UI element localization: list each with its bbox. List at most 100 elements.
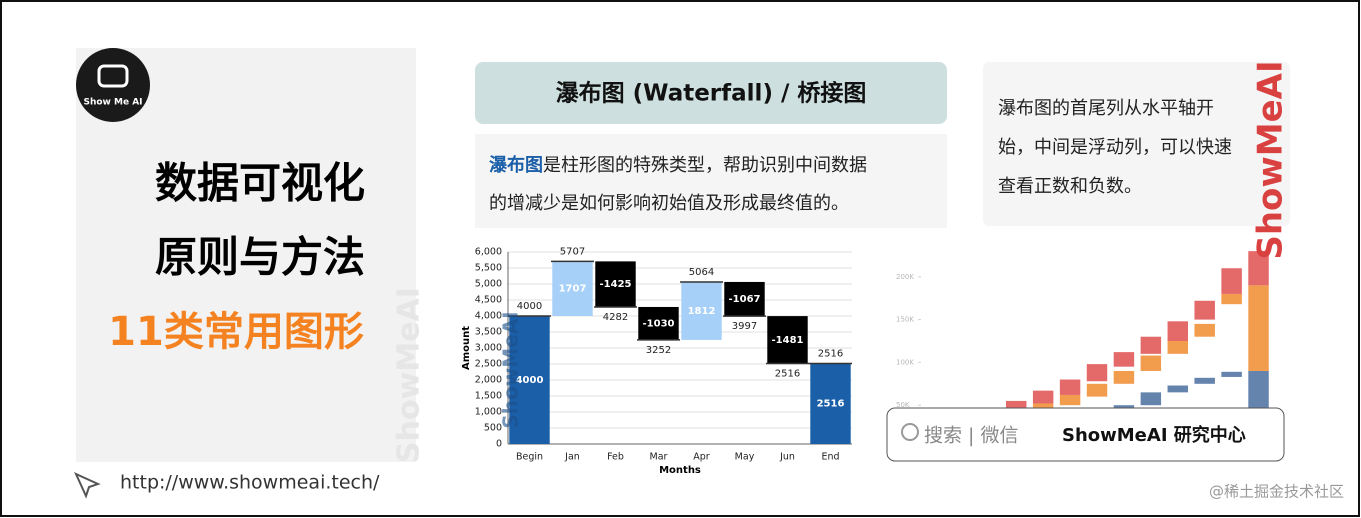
cursor-icon bbox=[73, 471, 101, 499]
y-tick-label: 1,500 bbox=[475, 391, 502, 402]
logo-text: Show Me AI bbox=[83, 98, 142, 108]
value-label: 1707 bbox=[559, 284, 587, 295]
description-line: 的增减少是如何影响初始值及形成最终值的。 bbox=[489, 193, 849, 214]
bar bbox=[1194, 323, 1215, 337]
note-line: 查看正数和负数。 bbox=[998, 176, 1142, 197]
description-box bbox=[475, 134, 947, 228]
value-label: -1030 bbox=[643, 318, 675, 329]
y-tick-label: 2,500 bbox=[475, 359, 502, 370]
y-tick-label: 5,500 bbox=[475, 263, 502, 274]
value-label: -1067 bbox=[729, 294, 761, 305]
y-tick-label: 2,000 bbox=[475, 375, 502, 386]
bar bbox=[724, 281, 765, 317]
x-tick-label: Begin bbox=[516, 452, 543, 463]
total-label: 5707 bbox=[560, 246, 585, 257]
bar bbox=[1059, 394, 1081, 406]
bar bbox=[810, 363, 851, 444]
bar bbox=[1032, 390, 1054, 404]
y-tick-label: 50K bbox=[896, 401, 910, 409]
y-tick-label: 6,000 bbox=[475, 247, 502, 258]
value-label: -1425 bbox=[600, 279, 632, 290]
description-line: 是柱形图的特殊类型，帮助识别中间数据 bbox=[543, 155, 867, 176]
x-tick-label: Feb bbox=[607, 452, 624, 463]
x-tick-label: Apr bbox=[693, 452, 710, 463]
watermark: ShowMeAI bbox=[1251, 60, 1291, 259]
bar bbox=[1140, 336, 1162, 354]
value-label: 4000 bbox=[516, 375, 544, 386]
bar bbox=[1167, 341, 1188, 354]
bar bbox=[1221, 371, 1242, 377]
search-name: ShowMeAI 研究中心 bbox=[1062, 424, 1246, 446]
y-tick-label: 5,000 bbox=[475, 279, 502, 290]
bar bbox=[1140, 355, 1162, 371]
total-label: 2516 bbox=[775, 368, 800, 379]
bar bbox=[1194, 377, 1215, 384]
search-box[interactable] bbox=[886, 407, 1285, 462]
bar bbox=[1140, 392, 1162, 406]
bar bbox=[638, 306, 679, 340]
y-tick-label: 500 bbox=[484, 423, 502, 434]
x-tick-label: Mar bbox=[650, 452, 668, 463]
bar bbox=[1221, 268, 1242, 294]
bar bbox=[1113, 370, 1135, 384]
y-tick-label: 4,000 bbox=[475, 311, 502, 322]
bar bbox=[1086, 364, 1108, 382]
search-icon bbox=[901, 423, 919, 441]
bar bbox=[1194, 300, 1215, 320]
y-tick-label: 150K bbox=[896, 316, 914, 324]
x-tick-label: End bbox=[821, 452, 839, 463]
title-line: 11类常用图形 bbox=[108, 309, 364, 355]
bar bbox=[1167, 385, 1188, 393]
header: 瀑布图 (Waterfall) / 桥接图 bbox=[556, 80, 867, 107]
header-box bbox=[475, 62, 947, 124]
url[interactable]: http://www.showmeai.tech/ bbox=[120, 472, 380, 494]
bar bbox=[552, 261, 593, 316]
bar bbox=[1248, 285, 1269, 371]
y-tick-label: 100K bbox=[896, 358, 914, 366]
y-tick-label: 0 bbox=[496, 439, 502, 450]
y-tick-label: 4,500 bbox=[475, 295, 502, 306]
note-box bbox=[983, 62, 1290, 226]
highlight: 瀑布图 bbox=[489, 154, 543, 176]
bar bbox=[595, 261, 636, 307]
value-label: 2516 bbox=[817, 399, 845, 410]
watermark: ShowMeAI bbox=[499, 311, 523, 428]
y-tick-label: 3,500 bbox=[475, 327, 502, 338]
waterfall-chart: 0 500 1,000 1,500 2,000 2,500 3,000 3,500 4,000 4… bbox=[461, 246, 852, 476]
bar bbox=[1113, 352, 1135, 367]
bar bbox=[1059, 379, 1081, 395]
bar bbox=[1086, 383, 1108, 397]
y-tick-label: 1,000 bbox=[475, 407, 502, 418]
total-label: 5064 bbox=[689, 267, 714, 278]
title-line: 原则与方法 bbox=[155, 233, 365, 282]
total-label: 3252 bbox=[646, 345, 671, 356]
bar bbox=[1221, 293, 1242, 305]
value-label: 1812 bbox=[688, 306, 716, 317]
x-tick-label: May bbox=[735, 452, 755, 463]
total-label: 4000 bbox=[517, 301, 542, 312]
watermark: ShowMeAI bbox=[392, 287, 427, 463]
bar bbox=[1167, 321, 1188, 341]
search-label: 搜索 | 微信 bbox=[924, 425, 1018, 447]
total-label: 4282 bbox=[603, 312, 628, 323]
x-axis-label: Months bbox=[659, 465, 701, 476]
description: 瀑布图是柱形图的特殊类型，帮助识别中间数据 bbox=[489, 154, 867, 176]
y-axis-label: Amount bbox=[461, 326, 472, 370]
value-label: -1481 bbox=[772, 335, 804, 346]
x-tick-label: Jun bbox=[779, 452, 795, 463]
credit: @稀土掘金技术社区 bbox=[1209, 483, 1344, 501]
x-tick-label: Jan bbox=[564, 452, 580, 463]
note-line: 瀑布图的首尾列从水平轴开 bbox=[998, 98, 1214, 119]
bar bbox=[1006, 400, 1027, 413]
total-label: 2516 bbox=[818, 348, 843, 359]
left-panel bbox=[76, 48, 416, 462]
bar bbox=[767, 316, 808, 364]
total-label: 3997 bbox=[732, 321, 757, 332]
note-line: 始，中间是浮动列，可以快速 bbox=[998, 137, 1232, 158]
bar bbox=[681, 281, 722, 340]
y-tick-label: 200K bbox=[896, 273, 914, 281]
title-line: 数据可视化 bbox=[155, 159, 365, 208]
logo-icon bbox=[97, 64, 129, 88]
